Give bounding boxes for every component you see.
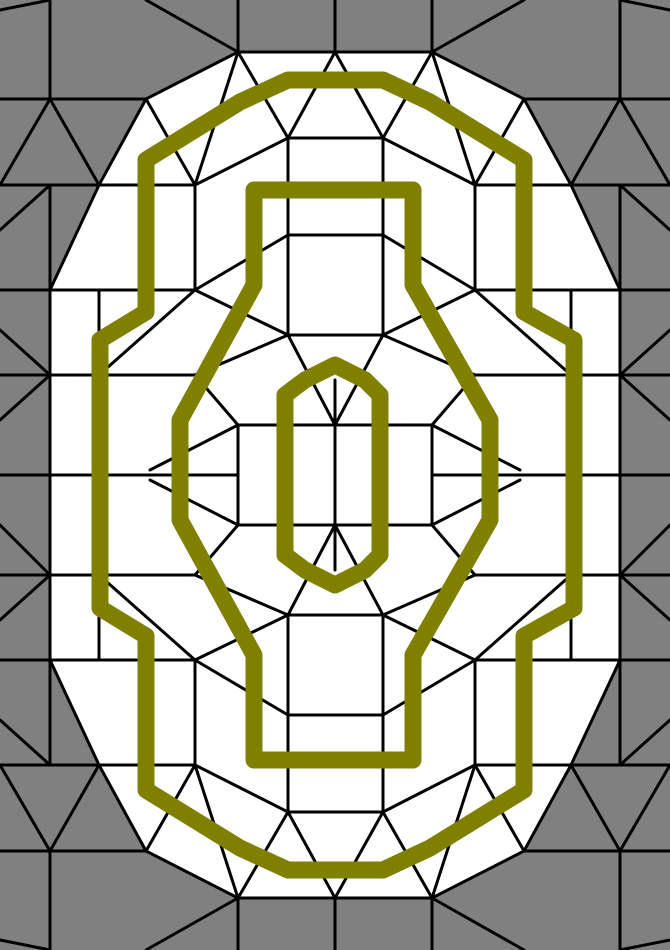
olive-loops: [91, 71, 583, 879]
inner-loop: [276, 356, 389, 594]
outer-loop: [91, 71, 583, 879]
middle-loop: [171, 181, 499, 769]
